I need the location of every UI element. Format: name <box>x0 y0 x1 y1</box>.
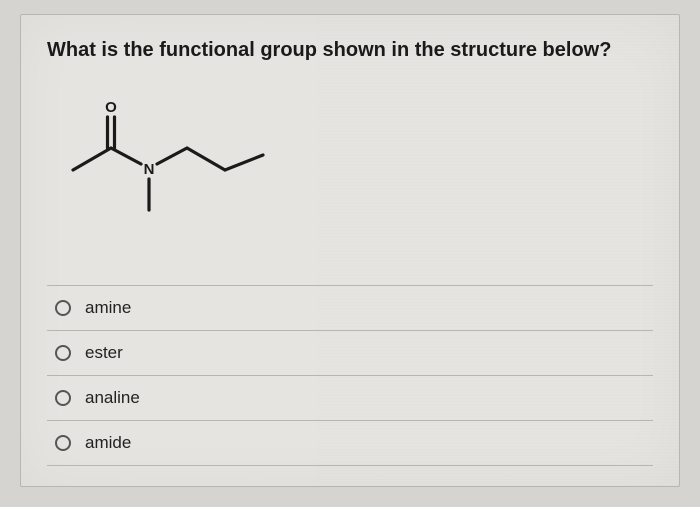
question-text: What is the functional group shown in th… <box>47 37 653 64</box>
oxygen-label: O <box>105 99 117 116</box>
options-list: amine ester analine amide <box>47 285 653 466</box>
option-row[interactable]: amine <box>47 285 653 330</box>
molecule-diagram: O N <box>53 90 273 250</box>
question-card: What is the functional group shown in th… <box>20 14 680 487</box>
radio-icon <box>55 390 71 406</box>
option-row[interactable]: ester <box>47 330 653 375</box>
option-label: ester <box>85 343 123 363</box>
option-row[interactable]: amide <box>47 420 653 466</box>
option-label: analine <box>85 388 140 408</box>
option-label: amide <box>85 433 131 453</box>
nitrogen-label: N <box>144 161 155 178</box>
radio-icon <box>55 435 71 451</box>
option-row[interactable]: analine <box>47 375 653 420</box>
radio-icon <box>55 300 71 316</box>
option-label: amine <box>85 298 131 318</box>
radio-icon <box>55 345 71 361</box>
